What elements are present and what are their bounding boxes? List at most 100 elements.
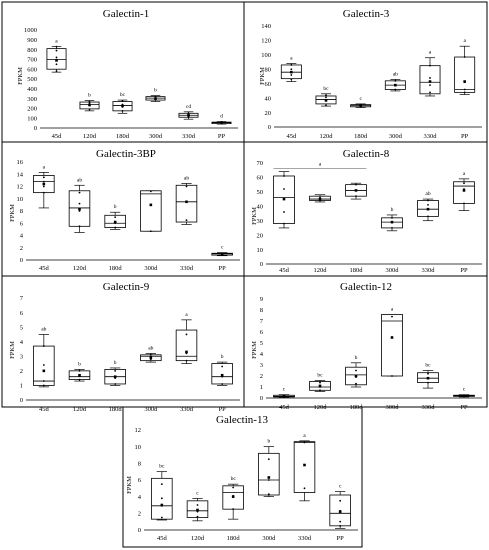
panel-title: Galectin-8 <box>343 148 390 160</box>
data-point <box>114 216 117 219</box>
mean-marker <box>196 508 199 512</box>
y-tick-label: 40 <box>257 203 264 210</box>
x-tick-label: PP <box>460 404 468 411</box>
mean-marker <box>55 59 58 62</box>
y-axis-label: FPKM <box>9 204 16 222</box>
data-point <box>160 516 163 519</box>
data-point <box>185 359 188 362</box>
mean-marker <box>303 463 306 467</box>
significance-letter: c <box>463 387 466 393</box>
data-point <box>339 520 342 523</box>
panel-title: Galectin-9 <box>103 281 150 293</box>
mean-marker <box>267 476 271 479</box>
y-axis-label: FPKM <box>126 476 133 494</box>
data-point <box>221 383 224 385</box>
mean-marker <box>282 395 286 398</box>
significance-letter: b <box>88 93 91 99</box>
data-point <box>429 64 431 67</box>
mean-marker <box>160 503 164 507</box>
box-120d: b <box>79 93 100 112</box>
box-120d: c <box>186 490 209 522</box>
x-tick-label: PP <box>460 267 468 274</box>
data-point <box>88 102 91 104</box>
data-point <box>196 504 199 506</box>
data-point <box>303 441 306 444</box>
box-300d: ab <box>384 71 406 92</box>
data-point <box>283 188 285 190</box>
data-point <box>290 78 293 81</box>
y-tick-label: 0 <box>34 125 37 132</box>
box-iqr <box>293 441 316 493</box>
panel-frame <box>1 275 245 408</box>
mean-marker <box>463 80 466 83</box>
mean-marker <box>113 220 117 224</box>
mean-marker <box>394 83 397 87</box>
data-point <box>283 175 285 177</box>
box-330d: ab <box>417 191 439 222</box>
y-tick-label: 0 <box>260 261 263 268</box>
y-tick-label: 40 <box>265 95 272 102</box>
significance-letter: cd <box>186 104 191 110</box>
data-point <box>290 68 293 71</box>
significance-letter: b <box>221 354 224 360</box>
significance-letter: a <box>55 39 58 45</box>
data-point <box>114 226 117 229</box>
data-point <box>355 369 357 372</box>
mean-marker <box>220 121 223 124</box>
data-point <box>55 63 58 66</box>
box-330d: cd <box>178 104 199 120</box>
y-tick-label: 6 <box>260 329 264 336</box>
mean-marker <box>231 495 235 498</box>
y-axis-label: FPKM <box>9 341 16 359</box>
data-point <box>78 202 81 205</box>
y-tick-label: 2 <box>260 373 263 380</box>
y-tick-label: 10 <box>135 444 142 451</box>
y-tick-label: 120 <box>261 38 271 45</box>
significance-letter: bc <box>323 86 329 92</box>
data-point <box>303 487 306 490</box>
mean-marker <box>462 394 466 398</box>
significance-letter: ab <box>77 177 82 183</box>
data-point <box>355 382 357 385</box>
mean-marker <box>324 99 328 102</box>
data-point <box>232 508 235 511</box>
x-tick-label: PP <box>219 265 227 272</box>
panel-title: Galectin-3BP <box>96 148 156 160</box>
box-300d: b <box>381 207 403 232</box>
plot-area: 0 10 20 30 40 50 60 70 45d 120d 180d 300d 330d PP b ab a… <box>257 160 482 274</box>
data-point <box>42 380 45 382</box>
significance-letter: c <box>221 245 224 251</box>
significance-letter: c <box>196 490 199 496</box>
y-tick-label: 4 <box>138 494 142 501</box>
data-point <box>42 345 45 347</box>
box-120d: bc <box>315 86 337 107</box>
data-point <box>391 315 393 318</box>
box-330d: ab <box>175 175 198 225</box>
y-tick-label: 400 <box>27 86 37 93</box>
mean-marker <box>338 510 342 513</box>
mean-marker <box>113 375 117 378</box>
data-point <box>55 45 58 48</box>
significance-letter: b <box>78 361 81 367</box>
mean-marker <box>318 197 322 201</box>
y-axis-label: FPKM <box>17 67 24 85</box>
y-tick-label: 16 <box>17 159 24 166</box>
box-180d: b <box>345 355 367 388</box>
panel-galectin-9: Galectin-9 FPKM 0 1 2 3 4 5 6 7 45d 120d 180d 300d 3… <box>1 275 245 413</box>
y-tick-label: 2 <box>138 511 141 518</box>
box-PP: c <box>453 387 475 398</box>
y-axis-label: FPKM <box>251 207 258 225</box>
box-300d: b <box>145 88 166 102</box>
x-tick-label: 120d <box>191 535 205 542</box>
x-tick-label: 300d <box>386 267 400 274</box>
y-tick-label: 20 <box>257 232 264 239</box>
mean-marker <box>220 373 224 377</box>
mean-marker <box>359 104 362 107</box>
x-tick-label: 180d <box>350 267 364 274</box>
data-point <box>290 74 293 76</box>
box-PP: d <box>211 114 232 125</box>
significance-letter: c <box>359 96 362 102</box>
significance-letter: a <box>290 56 293 62</box>
